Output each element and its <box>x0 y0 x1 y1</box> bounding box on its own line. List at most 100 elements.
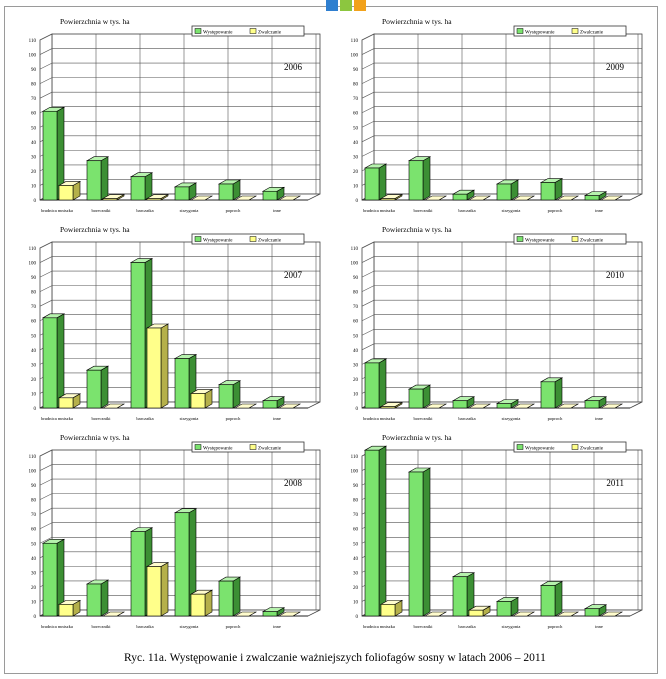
bar-zwalczanie <box>57 393 82 409</box>
y-tick-label: 110 <box>29 39 37 44</box>
bar-face <box>540 381 556 409</box>
y-tick-label: 30 <box>31 155 37 160</box>
y-tick-label: 60 <box>353 320 359 325</box>
gridline <box>39 77 53 84</box>
y-tick-label: 110 <box>351 455 359 460</box>
legend-swatch-zwalczanie <box>571 444 579 450</box>
bar-zwalczanie <box>233 403 258 409</box>
legend-swatch-wystepowanie <box>194 236 202 242</box>
bar-face <box>174 358 190 409</box>
bar-zwalczanie <box>189 195 214 201</box>
gridline <box>361 285 375 292</box>
gridline <box>361 256 375 263</box>
legend-swatch-zwalczanie <box>249 236 257 242</box>
bar-top <box>467 403 492 409</box>
bar-side <box>100 579 109 617</box>
gridline <box>39 464 53 471</box>
x-tick-label: barczatka <box>458 416 475 421</box>
x-tick-label: brudnica mniszka <box>363 624 395 629</box>
legend-swatch-wystepowanie <box>516 28 524 34</box>
bar-face <box>146 327 162 409</box>
x-tick-label: inne <box>595 208 603 213</box>
bar-wystepowanie <box>495 596 520 617</box>
legend-box <box>513 441 627 453</box>
y-tick-label: 80 <box>31 499 37 504</box>
bar-zwalczanie <box>511 611 536 617</box>
x-tick-label: brudnica mniszka <box>41 624 73 629</box>
bar-zwalczanie <box>467 195 492 201</box>
legend-box <box>513 233 627 245</box>
y-tick-label: 30 <box>31 363 37 368</box>
x-tick-label: inne <box>273 624 281 629</box>
bar-face <box>452 576 468 617</box>
gridline <box>361 91 375 99</box>
gridline <box>39 522 53 529</box>
bar-face <box>58 604 74 617</box>
y-tick-label: 110 <box>29 247 37 252</box>
bar-zwalczanie <box>467 605 492 617</box>
legend-swatch-zwalczanie <box>249 28 257 34</box>
y-tick-label: 40 <box>353 141 359 146</box>
y-tick-label: 60 <box>31 112 37 117</box>
bar-zwalczanie <box>599 195 624 201</box>
bar-face <box>408 471 424 617</box>
legend-label-zwalczanie: Zwalczanie <box>258 239 282 244</box>
gridline <box>39 256 53 263</box>
y-tick-label: 0 <box>34 615 37 620</box>
bar-wystepowanie <box>539 377 564 409</box>
bar-zwalczanie <box>101 611 126 617</box>
year-label: 2008 <box>284 478 303 488</box>
bar-side <box>160 562 169 617</box>
gridline <box>39 241 53 249</box>
year-label: 2007 <box>284 270 303 280</box>
legend: Występowanie Zwalczanie <box>191 25 305 37</box>
y-tick-label: 110 <box>29 455 37 460</box>
bar-top <box>511 403 536 409</box>
bar-face <box>452 400 468 409</box>
bar-face <box>218 183 234 201</box>
x-tick-label: barczatka <box>458 208 475 213</box>
bar-top <box>555 611 580 617</box>
bar-top <box>555 195 580 201</box>
y-tick-label: 70 <box>31 513 37 518</box>
bar-side <box>204 589 213 617</box>
bar-top <box>101 403 126 409</box>
bar-face <box>130 176 146 201</box>
chart-title: Powierzchnia w tys. ha <box>60 433 130 442</box>
gridline <box>39 62 53 70</box>
y-tick-label: 0 <box>34 199 37 204</box>
x-tick-label: brudnica mniszka <box>41 208 73 213</box>
bar-face <box>584 608 600 617</box>
bar-wystepowanie <box>451 572 476 617</box>
bar-wystepowanie <box>583 191 608 201</box>
bar-top <box>467 195 492 201</box>
y-tick-label: 40 <box>353 349 359 354</box>
y-tick-label: 80 <box>31 83 37 88</box>
bar-wystepowanie <box>407 156 432 201</box>
bar-top <box>599 611 624 617</box>
bar-top <box>277 403 302 409</box>
y-tick-label: 20 <box>31 170 37 175</box>
bar-side <box>56 313 65 409</box>
bar-wystepowanie <box>583 604 608 617</box>
chart-title: Powierzchnia w tys. ha <box>60 17 130 26</box>
bar-face <box>86 583 102 617</box>
bar-face <box>218 580 234 617</box>
y-tick-label: 110 <box>351 39 359 44</box>
y-tick-label: 50 <box>353 126 359 131</box>
y-tick-label: 10 <box>31 392 37 397</box>
bar-top <box>599 403 624 409</box>
bar-zwalczanie <box>189 589 214 617</box>
bar-wystepowanie <box>41 538 66 617</box>
legend-box <box>191 441 305 453</box>
bar-face <box>364 167 380 201</box>
legend-swatch-zwalczanie <box>571 236 579 242</box>
bar-zwalczanie <box>379 402 404 409</box>
x-tick-label: barczatka <box>136 416 153 421</box>
y-tick-label: 10 <box>31 600 37 605</box>
bar-zwalczanie <box>277 403 302 409</box>
x-tick-label: barczatka <box>136 624 153 629</box>
legend-label-wystepowanie: Występowanie <box>203 447 233 452</box>
y-tick-label: 80 <box>353 291 359 296</box>
y-tick-label: 70 <box>31 305 37 310</box>
